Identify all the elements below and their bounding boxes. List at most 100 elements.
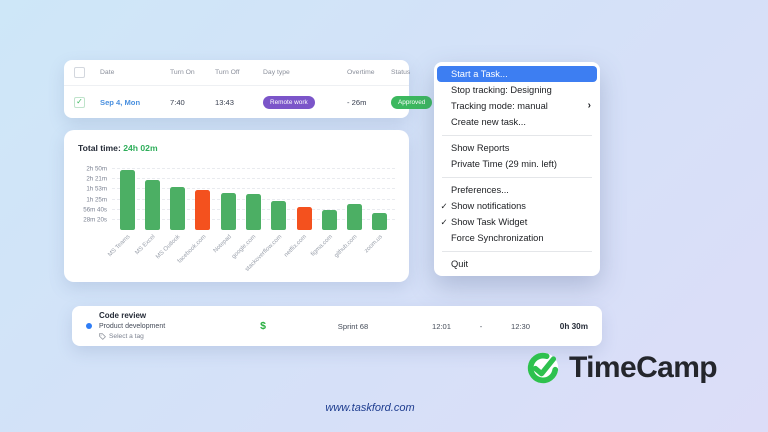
row-date-link[interactable]: Sep 4, Mon (100, 97, 141, 107)
tray-context-menu: Start a Task... Stop tracking: Designing… (434, 62, 600, 276)
menu-separator (442, 176, 592, 178)
chart-ytick-label: 28m 20s (83, 216, 107, 224)
timecamp-logo-text: TimeCamp (569, 351, 718, 384)
attendance-table-card: Date Turn On Turn Off Day type Overtime … (64, 60, 433, 118)
project-name[interactable]: Product development (99, 322, 166, 330)
chart-bar-column (217, 162, 239, 230)
chart-yaxis: 2h 50m 2h 21m 1h 53m 1h 25m 56m 40s 28m 20s (78, 162, 112, 230)
select-tag-button[interactable]: Select a tag (99, 332, 165, 342)
chart-bar (144, 180, 160, 230)
day-type-badge[interactable]: Remote work (263, 95, 315, 109)
chart-bar (170, 187, 186, 230)
chart-xlabel-column: zoom.us (364, 230, 391, 274)
menu-item-tracking-mode[interactable]: Tracking mode: manual › (451, 100, 591, 112)
menu-item-preferences[interactable]: Preferences... (451, 185, 509, 195)
row-overtime: - 26m (347, 97, 367, 107)
chart-ytick-label: 1h 25m (86, 196, 107, 204)
status-badge[interactable]: Approved (391, 95, 433, 109)
chart-xlabel: zoom.us (363, 234, 385, 255)
end-time-field[interactable]: 12:30 (510, 321, 530, 331)
chart-ytick-label: 2h 50m (86, 165, 107, 173)
chart-bar (347, 203, 363, 230)
chart-bar (296, 207, 312, 230)
total-time-chart-card: Total time: 24h 02m 2h 50m 2h 21m 1h 53m 1h… (64, 130, 409, 282)
chart-bar-column (141, 162, 163, 230)
attendance-table-header-row: Date Turn On Turn Off Day type Overtime … (64, 60, 411, 86)
menu-item-show-reports[interactable]: Show Reports (451, 143, 510, 153)
timecamp-logo-icon (527, 352, 559, 384)
menu-item-quit[interactable]: Quit (451, 259, 469, 269)
timecamp-logo: TimeCamp (524, 349, 718, 387)
chart-ytick-label: 2h 21m (86, 175, 107, 183)
chart-xlabel: Notepad (212, 234, 233, 255)
row-checkbox[interactable]: ✓ (74, 96, 85, 108)
chart-xlabel: MS Teams (107, 234, 132, 259)
menu-item-stop-tracking[interactable]: Stop tracking: Designing (451, 85, 552, 95)
menu-item-force-synchronization[interactable]: Force Synchronization (451, 233, 544, 243)
chart-total-time-value: 24h 02m (123, 143, 158, 153)
column-header-status: Status (391, 69, 411, 76)
checkmark-icon: ✓ (440, 216, 448, 227)
checkmark-icon: ✓ (76, 97, 83, 106)
column-header-overtime: Overtime (347, 69, 375, 76)
time-separator: - (479, 321, 483, 331)
chart-title-label: Total time: (78, 143, 121, 153)
submenu-chevron-icon: › (587, 100, 591, 111)
chart-xlabel-column: facebook.com (176, 230, 214, 274)
duration-value: 0h 30m (559, 321, 588, 331)
select-all-checkbox[interactable] (74, 67, 85, 78)
sprint-label[interactable]: Sprint 68 (337, 321, 369, 331)
menu-item-show-task-widget[interactable]: ✓ Show Task Widget (437, 214, 597, 230)
tag-icon (99, 333, 106, 341)
chart-bar-column (344, 162, 366, 230)
task-info: Code review Product development Select a… (86, 310, 246, 341)
column-header-turn-on: Turn On (170, 69, 195, 76)
column-header-day-type: Day type (263, 69, 290, 76)
chart-bar-column (318, 162, 340, 230)
menu-item-private-time[interactable]: Private Time (29 min. left) (451, 159, 557, 169)
chart-body: 2h 50m 2h 21m 1h 53m 1h 25m 56m 40s 28m 20s (78, 162, 395, 230)
chart-bar-column (369, 162, 391, 230)
chart-bar (372, 212, 388, 230)
column-header-date: Date (100, 69, 115, 76)
menu-item-show-notifications[interactable]: ✓ Show notifications (437, 198, 597, 214)
chart-bar (195, 189, 211, 230)
billable-toggle[interactable]: $ (260, 320, 266, 332)
chart-bar-column (268, 162, 290, 230)
chart-bar-column (167, 162, 189, 230)
menu-item-create-new-task[interactable]: Create new task... (451, 117, 526, 127)
row-turn-on: 7:40 (170, 97, 185, 107)
chart-bar-column (116, 162, 138, 230)
column-header-turn-off: Turn Off (215, 69, 240, 76)
checkmark-icon: ✓ (440, 200, 448, 211)
chart-bar (321, 209, 337, 230)
menu-separator (442, 250, 592, 252)
chart-bar-column (242, 162, 264, 230)
chart-xlabels: MS Teams MS Excel MS Outlook facebook.com No… (107, 230, 395, 274)
chart-gridline (112, 188, 395, 190)
timer-entry-bar: Code review Product development Select a… (72, 306, 602, 346)
menu-separator (442, 134, 592, 136)
chart-bar (271, 201, 287, 230)
chart-ytick-label: 56m 40s (83, 206, 107, 214)
chart-xlabel-column: github.com (334, 230, 366, 274)
start-time-field[interactable]: 12:01 (432, 321, 452, 331)
website-url: www.taskford.com (325, 402, 415, 414)
chart-bar-column (293, 162, 315, 230)
attendance-table-row: ✓ Sep 4, Mon 7:40 13:43 Remote work - 26… (64, 86, 433, 118)
chart-bar-column (192, 162, 214, 230)
chart-bars (112, 162, 395, 230)
chart-bar (119, 169, 135, 230)
task-name[interactable]: Code review (99, 311, 147, 321)
chart-bar (220, 192, 236, 230)
chart-bar (245, 193, 261, 230)
chart-title: Total time: 24h 02m (78, 143, 395, 153)
chart-plot (112, 162, 395, 230)
menu-item-start-a-task[interactable]: Start a Task... (437, 66, 597, 82)
chart-ytick-label: 1h 53m (86, 185, 107, 193)
row-turn-off: 13:43 (215, 97, 235, 107)
chart-gridline (112, 168, 395, 170)
time-range: 12:01 - 12:30 (426, 322, 536, 331)
project-color-dot (86, 323, 92, 329)
